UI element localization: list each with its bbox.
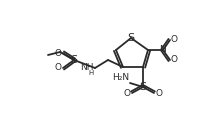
Text: S: S	[127, 33, 135, 43]
Text: O: O	[55, 49, 62, 58]
Text: O: O	[155, 89, 163, 98]
Text: S: S	[140, 82, 147, 92]
Text: O: O	[55, 64, 62, 73]
Text: N: N	[160, 45, 166, 54]
Text: NH: NH	[81, 64, 94, 73]
Text: O: O	[170, 36, 177, 44]
Text: S: S	[71, 55, 78, 65]
Text: H₂N: H₂N	[112, 73, 129, 82]
Text: O: O	[170, 55, 177, 65]
Text: O: O	[124, 89, 131, 98]
Text: H: H	[89, 70, 94, 76]
